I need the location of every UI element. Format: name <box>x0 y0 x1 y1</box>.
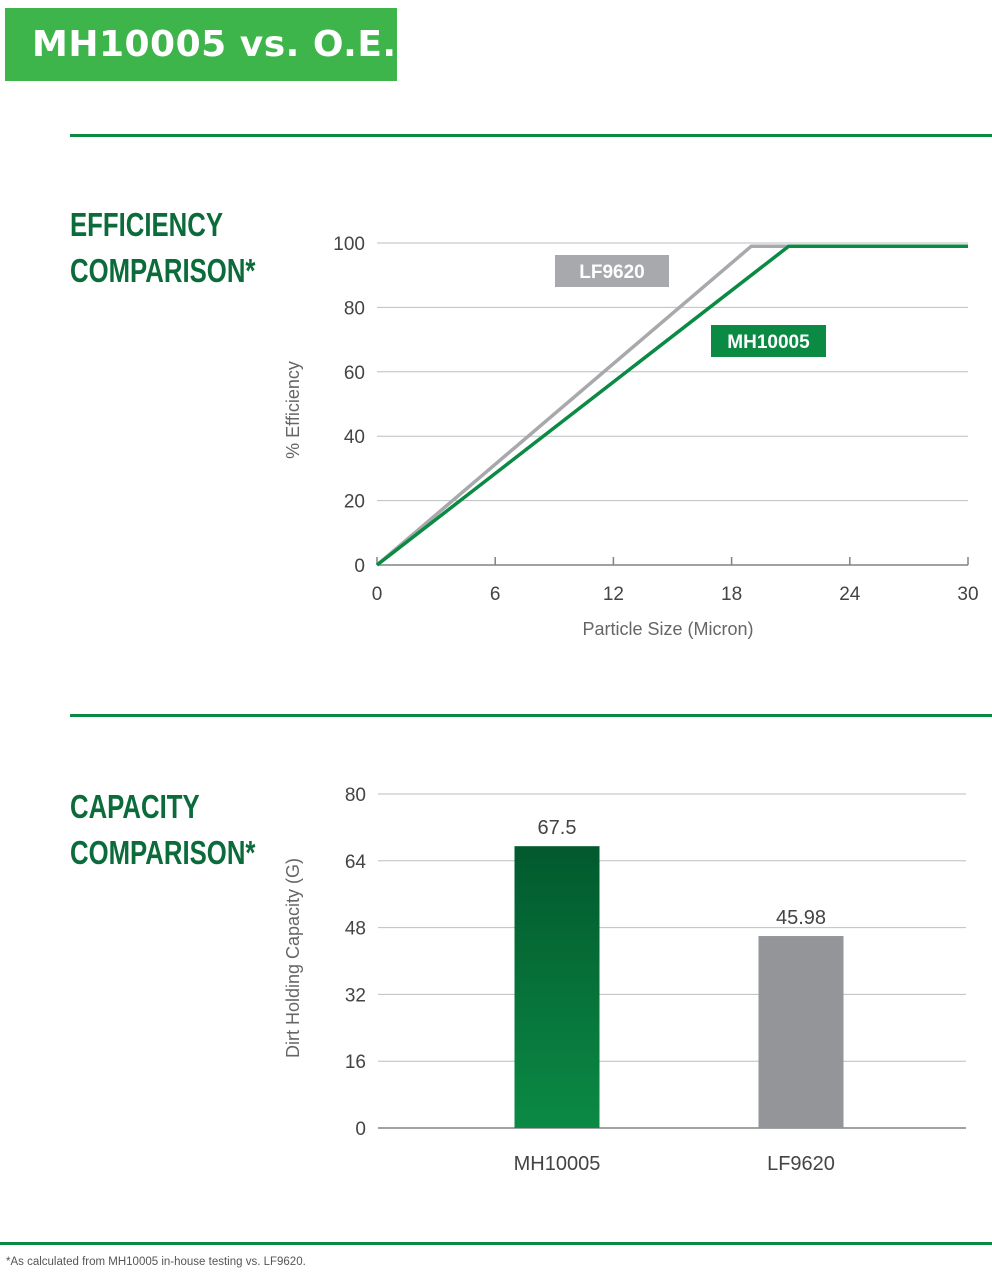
y-tick-label: 64 <box>345 852 367 873</box>
y-tick-label: 16 <box>345 1052 366 1073</box>
divider-top <box>70 134 992 137</box>
x-tick-label: 0 <box>372 584 383 605</box>
capacity-title-line1: CAPACITY <box>70 788 200 825</box>
x-category-label: MH10005 <box>514 1153 601 1175</box>
efficiency-title-line1: EFFICIENCY <box>70 206 224 243</box>
legend-label-mh10005: MH10005 <box>727 332 810 353</box>
bar-lf9620 <box>758 936 844 1128</box>
y-tick-label: 32 <box>345 985 366 1006</box>
y-tick-label: 0 <box>354 556 365 577</box>
legend-swatch-lf9620 <box>555 255 669 287</box>
y-tick-label: 80 <box>344 298 365 319</box>
header-banner: MH10005 vs. O.E. <box>5 8 397 81</box>
page-title: MH10005 vs. O.E. <box>32 24 397 65</box>
bar-value-label: 45.98 <box>776 907 826 929</box>
x-tick-label: 12 <box>603 584 624 605</box>
y-tick-label: 48 <box>345 919 366 940</box>
x-tick-label: 30 <box>957 584 978 605</box>
efficiency-section-title: EFFICIENCY COMPARISON* <box>70 202 255 294</box>
y-tick-label: 100 <box>333 234 365 255</box>
divider-middle <box>70 714 992 717</box>
y-tick-label: 20 <box>344 492 365 513</box>
x-tick-label: 24 <box>839 584 861 605</box>
legend-label-lf9620: LF9620 <box>579 262 644 283</box>
footnote: *As calculated from MH10005 in-house tes… <box>6 1256 306 1268</box>
bar-value-label: 67.5 <box>538 817 577 839</box>
series-line-mh10005 <box>375 244 968 567</box>
x-tick-label: 6 <box>490 584 501 605</box>
x-axis-title: Particle Size (Micron) <box>582 619 753 639</box>
legend-swatch-mh10005 <box>711 325 826 357</box>
efficiency-chart: 0 20 40 60 80 100 0 6 12 18 24 30 Particle Size (Mic… <box>283 234 979 639</box>
y-tick-label: 60 <box>344 363 365 384</box>
x-category-label: LF9620 <box>767 1153 835 1175</box>
capacity-title-line2: COMPARISON* <box>70 834 256 871</box>
capacity-chart: 0 16 32 48 64 80 Dirt Holding Capacity (G) 67.5… <box>283 785 966 1175</box>
y-axis-title: Dirt Holding Capacity (G) <box>283 858 303 1058</box>
efficiency-title-line2: COMPARISON* <box>70 252 256 289</box>
divider-bottom <box>0 1242 992 1245</box>
y-tick-label: 0 <box>355 1119 366 1140</box>
y-axis-title: % Efficiency <box>283 361 303 459</box>
y-tick-label: 80 <box>345 785 366 806</box>
x-tick-label: 18 <box>721 584 742 605</box>
bar-mh10005 <box>514 846 600 1128</box>
capacity-section-title: CAPACITY COMPARISON* <box>70 784 255 876</box>
y-tick-label: 40 <box>344 427 365 448</box>
